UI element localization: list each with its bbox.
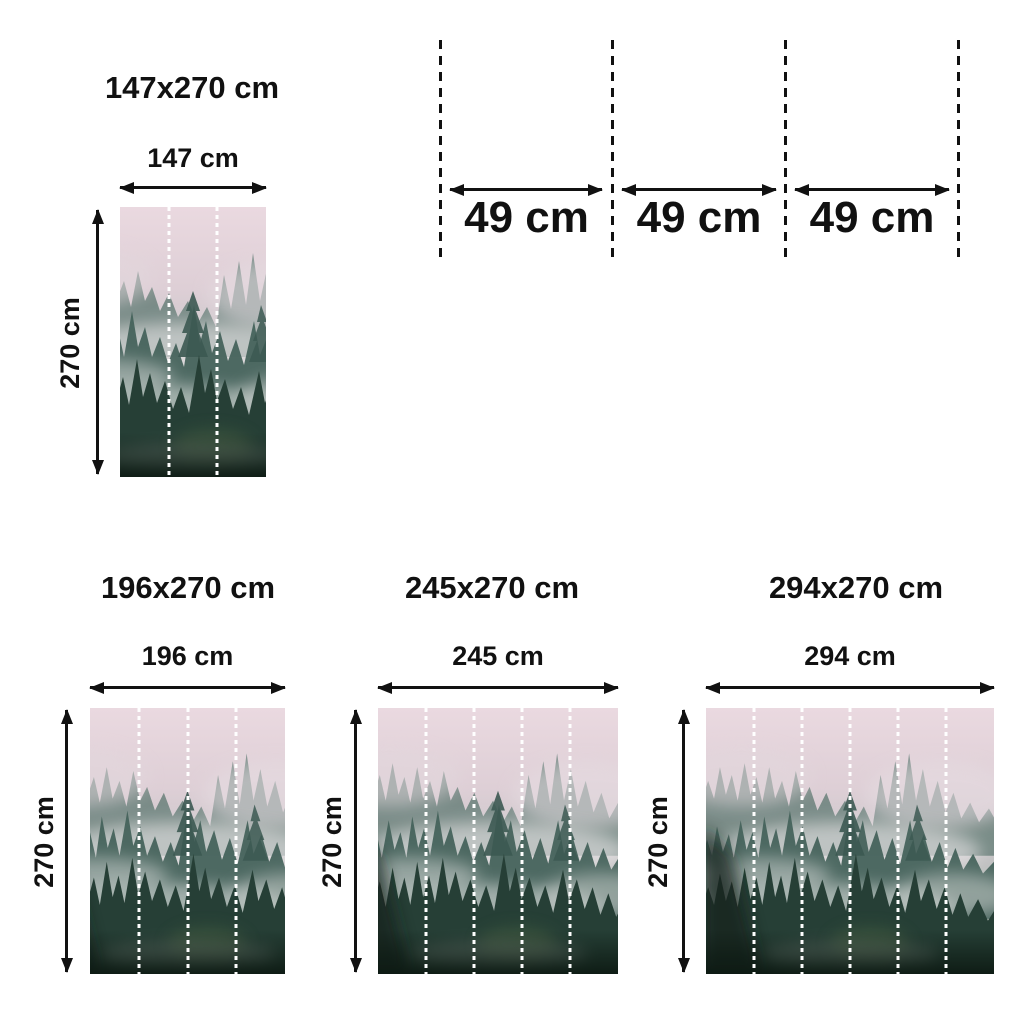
- width-dimension-label: 196 cm: [141, 641, 234, 671]
- panel-cut-line: [944, 708, 948, 974]
- mural-preview-image: [120, 207, 266, 477]
- segment-width-label: 49 cm: [636, 193, 762, 242]
- mural-size-title: 294x270 cm: [768, 570, 944, 605]
- height-dimension-label: 270 cm: [643, 796, 673, 888]
- segment-width-arrow: [795, 188, 949, 191]
- panel-cut-line: [896, 708, 900, 974]
- mural-196x270: 196x270 cm 196 cm 270 cm: [29, 560, 336, 1000]
- roll-cut-line: [439, 40, 442, 258]
- misty-forest-image: [378, 708, 618, 974]
- panel-cut-line: [568, 708, 572, 974]
- width-dimension-arrow: [706, 686, 994, 689]
- mural-size-title: 196x270 cm: [100, 570, 276, 605]
- height-dimension-label: 270 cm: [29, 796, 59, 888]
- mural-preview-image: [378, 708, 618, 974]
- width-dimension-arrow: [90, 686, 285, 689]
- roll-cut-line: [957, 40, 960, 258]
- panel-cut-line: [520, 708, 524, 974]
- width-dimension-arrow: [120, 186, 266, 189]
- segment-width-label: 49 cm: [464, 193, 589, 242]
- segment-width-arrow: [450, 188, 602, 191]
- panel-cut-line: [186, 708, 189, 974]
- mural-147x270: 147x270 cm 147 cm 270 cm: [42, 60, 342, 500]
- roll-cut-line: [784, 40, 787, 258]
- panel-cut-line: [848, 708, 852, 974]
- panel-cut-line: [234, 708, 238, 974]
- height-dimension-arrow: [354, 710, 357, 972]
- mural-preview-image: [90, 708, 285, 974]
- segment-width-label: 49 cm: [809, 193, 935, 242]
- panel-cut-line: [137, 708, 141, 974]
- mural-preview-image: [706, 708, 994, 974]
- mural-294x270: 294x270 cm 294 cm 270 cm: [643, 560, 1006, 1000]
- width-dimension-arrow: [378, 686, 618, 689]
- height-dimension-arrow: [65, 710, 68, 972]
- width-dimension-label: 245 cm: [452, 641, 544, 671]
- panel-cut-line: [167, 207, 171, 477]
- roll-cut-line: [611, 40, 614, 258]
- segment-width-arrow: [622, 188, 776, 191]
- panel-cut-line: [424, 708, 428, 974]
- panel-cut-line: [472, 708, 476, 974]
- panel-cut-line: [800, 708, 804, 974]
- mural-245x270: 245x270 cm 245 cm 270 cm: [317, 560, 642, 1000]
- mural-size-title: 245x270 cm: [404, 570, 580, 605]
- height-dimension-label: 270 cm: [317, 796, 347, 888]
- height-dimension-arrow: [682, 710, 685, 972]
- height-dimension-label: 270 cm: [55, 297, 85, 389]
- panel-cut-line: [752, 708, 756, 974]
- mural-size-title: 147x270 cm: [104, 70, 280, 105]
- width-dimension-label: 147 cm: [147, 143, 239, 173]
- panel-cut-line: [215, 207, 219, 477]
- height-dimension-arrow: [96, 210, 99, 474]
- roll-width-diagram: 49 cm 49 cm 49 cm: [439, 40, 960, 258]
- misty-forest-image: [120, 207, 266, 477]
- width-dimension-label: 294 cm: [804, 641, 896, 671]
